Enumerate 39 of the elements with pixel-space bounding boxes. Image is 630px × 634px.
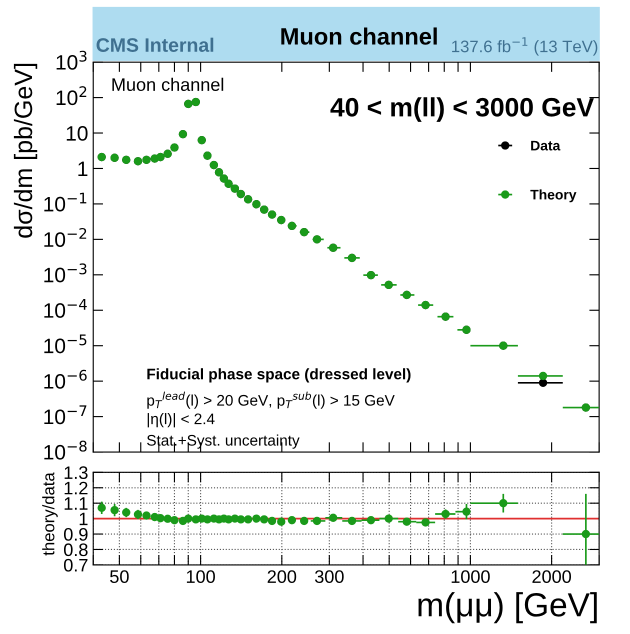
y-tick-label: 10$^{2}$	[56, 86, 86, 106]
x-tick-label: 200	[268, 570, 296, 584]
y-tick-label: 0.8	[64, 543, 88, 556]
y-tick-label: 10$^{−3}$	[44, 263, 86, 282]
y-tick-label: 10$^{−8}$	[44, 440, 87, 460]
x-axis-title: m(μμ) [GeV]	[418, 592, 597, 624]
y-tick-label: 10$^{−2}$	[44, 228, 86, 247]
x-tick-label: 300	[314, 570, 344, 584]
annotation: Fiducial phase space (dressed level)	[147, 368, 411, 382]
y-tick-label: 10$^{−5}$	[44, 334, 86, 354]
annotation: Muon channel	[112, 78, 224, 91]
y-tick-label: 1.1	[64, 497, 88, 510]
y-tick-label: 1	[80, 512, 88, 526]
annotation: Stat.+Syst. uncertainty	[147, 434, 300, 449]
annotation: 40 < m(ll) < 3000 GeV	[330, 97, 594, 122]
y-axis-title: dσ/dm [pb/GeV]	[14, 64, 38, 238]
y-axis-title: theory/data	[42, 472, 58, 556]
annotation: |η(l)| < 2.4	[148, 413, 215, 428]
y-tick-label: 10$^{−7}$	[44, 405, 86, 424]
legend-label: Data	[531, 140, 560, 151]
annotation: p$_{T}$$^{lead}$(l) > 20 GeV, p$_{T}$$^{sub}$(l) > 15 GeV	[147, 392, 395, 409]
y-tick-label: 10$^{−4}$	[44, 299, 87, 318]
legend-label: Theory	[530, 189, 576, 202]
y-tick-label: 0.9	[64, 528, 88, 541]
text: 137.6 fb$^{−1}$ (13 TeV)	[452, 37, 598, 56]
text: CMS Internal	[96, 38, 214, 52]
chart-title: Muon channel	[281, 27, 437, 45]
y-tick-label: 10$^{−6}$	[44, 370, 87, 389]
y-tick-label: 1	[78, 162, 88, 176]
y-tick-label: 10$^{3}$	[56, 50, 87, 70]
x-tick-label: 50	[110, 570, 129, 584]
y-tick-label: 1.2	[64, 482, 88, 494]
y-tick-label: 1.3	[64, 466, 88, 480]
y-tick-label: 10$^{−1}$	[44, 192, 86, 212]
y-tick-label: 0.7	[64, 558, 88, 572]
x-tick-label: 100	[186, 570, 215, 584]
x-tick-label: 1000	[452, 570, 490, 584]
x-tick-label: 2000	[532, 570, 571, 584]
y-tick-label: 10	[66, 126, 88, 141]
